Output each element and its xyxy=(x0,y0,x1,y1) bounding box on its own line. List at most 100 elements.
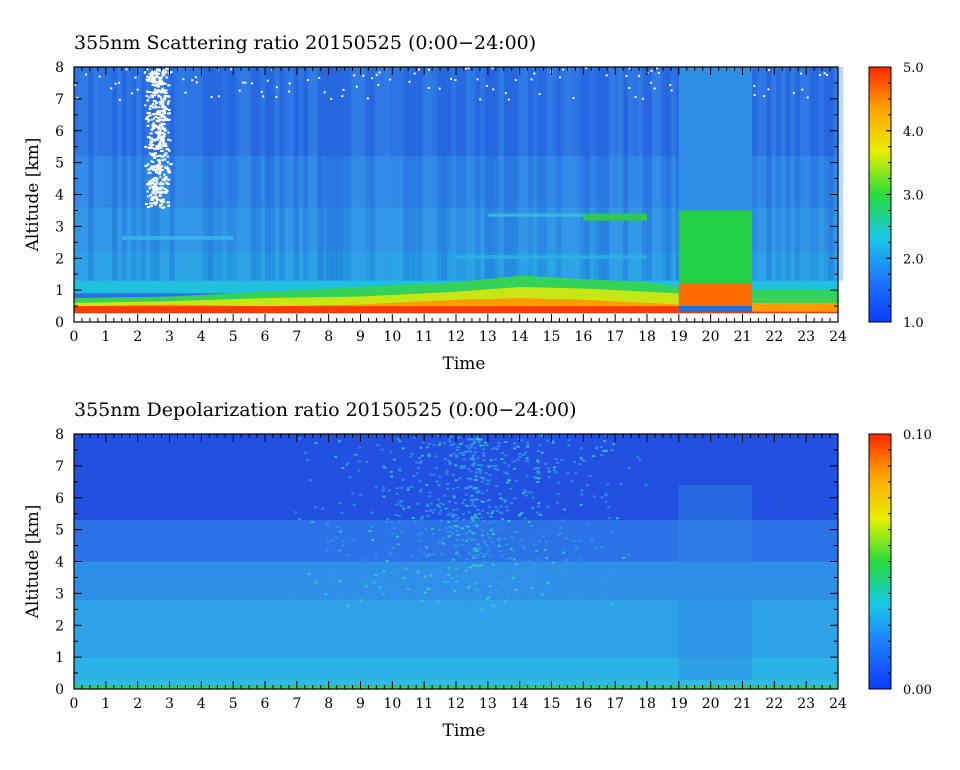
colorbar-tick-label: 3.0 xyxy=(903,189,924,204)
missing-data-speck xyxy=(161,110,166,113)
missing-data-speck xyxy=(144,117,149,120)
depol-speck xyxy=(534,467,538,470)
depol-speck xyxy=(452,452,456,455)
depol-speck xyxy=(539,513,543,516)
depol-speck xyxy=(648,607,652,610)
missing-data-speck xyxy=(168,71,173,74)
missing-data-speck xyxy=(148,137,153,140)
depol-speck xyxy=(505,471,509,474)
missing-data-speck xyxy=(159,200,163,203)
depol-speck xyxy=(461,527,465,530)
noise-streak xyxy=(222,67,228,281)
x-tick-label: 13 xyxy=(479,696,497,712)
depol-speck xyxy=(501,498,505,501)
x-tick-label: 8 xyxy=(324,696,333,712)
noise-streak xyxy=(642,67,648,281)
depol-speck xyxy=(446,513,450,516)
depol-speck xyxy=(449,444,453,447)
depol-speck xyxy=(389,589,393,592)
missing-data-speck xyxy=(163,96,167,99)
depol-speck xyxy=(455,456,459,459)
missing-data-speck xyxy=(158,142,161,145)
depol-speck xyxy=(515,531,519,534)
depol-speck xyxy=(469,582,473,585)
x-tick-label: 5 xyxy=(229,696,238,712)
colorbar-tick-label: 0.00 xyxy=(903,683,932,698)
missing-data-speck xyxy=(147,114,152,117)
depol-speck xyxy=(478,589,482,592)
noise-streak xyxy=(155,67,161,281)
depol-speck xyxy=(338,440,342,443)
y-tick-label: 2 xyxy=(55,251,64,267)
noise-streak xyxy=(231,67,237,281)
noise-streak xyxy=(97,67,104,281)
depol-speck xyxy=(352,504,356,507)
depol-speck xyxy=(482,454,486,457)
missing-data-speck xyxy=(165,166,168,169)
depol-speck xyxy=(510,502,514,505)
missing-data-speck xyxy=(167,131,170,134)
depol-speck xyxy=(517,598,521,601)
missing-data-speck xyxy=(157,143,162,146)
surface-strip xyxy=(74,306,679,313)
depol-speck xyxy=(359,493,363,496)
missing-data-speck xyxy=(625,74,628,77)
depol-speck xyxy=(368,577,372,580)
depol-speck xyxy=(557,533,561,536)
x-tick-label: 6 xyxy=(261,696,270,712)
missing-data-speck xyxy=(155,102,158,105)
depol-speck xyxy=(476,606,480,609)
noise-streak xyxy=(775,67,782,281)
missing-data-speck xyxy=(504,92,507,95)
depol-speck xyxy=(420,532,424,535)
depol-speck xyxy=(497,590,501,593)
depol-speck xyxy=(469,553,473,556)
noise-streak xyxy=(580,67,586,281)
depol-speck xyxy=(498,537,502,540)
depol-speck xyxy=(452,558,456,561)
depol-speck xyxy=(454,580,458,583)
depol-speck xyxy=(477,564,481,567)
missing-data-speck xyxy=(158,163,162,166)
depol-speck xyxy=(493,467,497,470)
depol-speck xyxy=(498,511,502,514)
depol-speck xyxy=(420,454,424,457)
depol-speck xyxy=(496,468,500,471)
y-axis-label: Altitude [km] xyxy=(23,505,43,620)
depol-speck xyxy=(507,565,511,568)
depol-speck xyxy=(383,466,387,469)
missing-data-speck xyxy=(114,82,117,85)
depol-speck xyxy=(505,557,509,560)
depol-speck xyxy=(467,585,471,588)
missing-data-speck xyxy=(148,112,152,115)
depol-speck xyxy=(437,542,441,545)
missing-data-speck xyxy=(767,69,770,72)
depol-speck xyxy=(423,575,427,578)
missing-data-speck xyxy=(148,146,152,149)
missing-data-speck xyxy=(800,72,803,75)
noise-streak xyxy=(584,67,591,281)
colorbar xyxy=(868,433,892,690)
depol-speck xyxy=(492,533,496,536)
depol-speck xyxy=(533,605,537,608)
depol-speck xyxy=(477,490,481,493)
depol-speck xyxy=(580,493,584,496)
noise-streak xyxy=(814,67,820,281)
missing-data-speck xyxy=(144,203,148,206)
depol-speck xyxy=(481,477,485,480)
depol-speck xyxy=(486,550,490,553)
depol-speck xyxy=(455,508,459,511)
depol-speck xyxy=(531,496,535,499)
y-tick-label: 4 xyxy=(55,188,64,204)
depol-speck xyxy=(587,523,591,526)
depol-speck xyxy=(450,561,454,564)
depol-speck xyxy=(437,528,441,531)
depol-speck xyxy=(489,459,493,462)
missing-data-speck xyxy=(161,104,165,107)
missing-data-speck xyxy=(146,78,151,81)
depol-speck xyxy=(427,553,431,556)
noise-streak xyxy=(556,67,562,281)
depol-speck xyxy=(438,506,442,509)
depol-speck xyxy=(479,500,483,503)
missing-data-speck xyxy=(162,114,165,117)
